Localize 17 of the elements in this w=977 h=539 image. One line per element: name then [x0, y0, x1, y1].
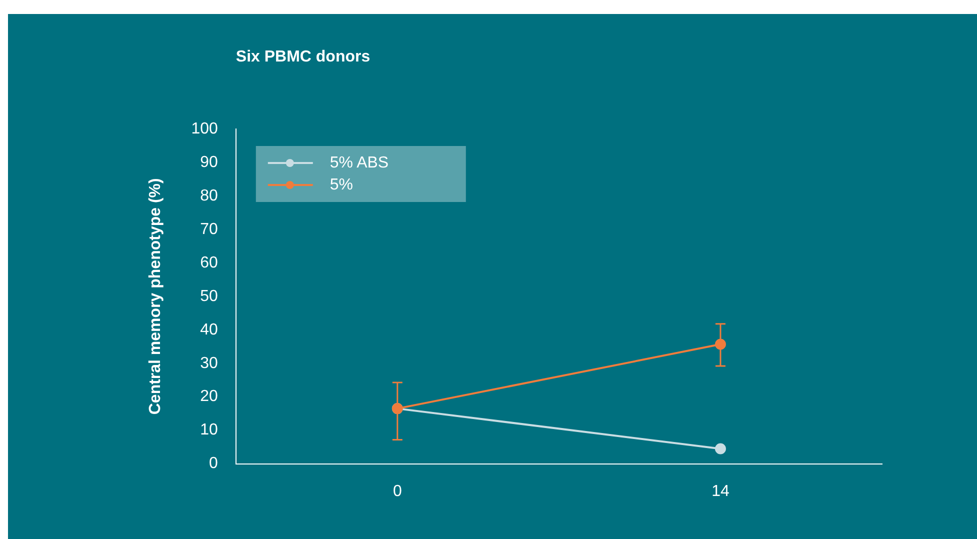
- chart-title: Six PBMC donors: [236, 48, 370, 66]
- y-tick-label: 70: [200, 220, 218, 238]
- point: [714, 443, 726, 454]
- y-tick-label: 50: [200, 288, 218, 305]
- y-tick-label: 80: [200, 187, 218, 204]
- y-tick-label: 30: [200, 354, 218, 372]
- y-tick-label: 60: [200, 254, 218, 272]
- legend-label: 5%: [330, 176, 354, 194]
- y-tick-label: 20: [200, 388, 218, 406]
- y-axis-title: Central memory phenotype (%): [147, 178, 164, 415]
- legend-label: 5% ABS: [330, 154, 389, 172]
- y-tick-label: 100: [191, 120, 218, 138]
- y-tick-label: 40: [200, 321, 218, 338]
- y-tick-label: 0: [208, 455, 218, 472]
- y-tick-label: 90: [200, 154, 218, 171]
- x-tick-label: 14: [712, 482, 730, 500]
- y-tick-label: 10: [200, 422, 218, 439]
